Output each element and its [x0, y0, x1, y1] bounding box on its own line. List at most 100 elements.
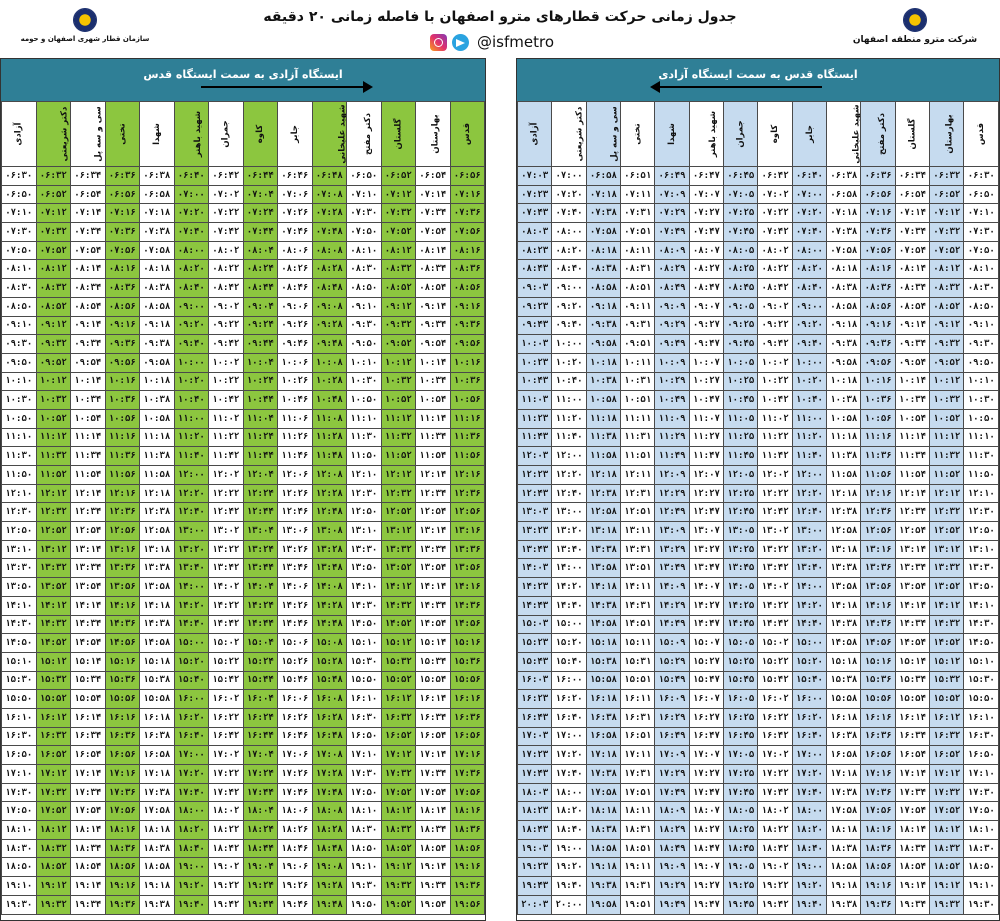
departure-time: ۱۴:۳۴	[70, 614, 106, 635]
departure-time: ۱۶:۳۸	[826, 726, 862, 747]
departure-time: ۱۴:۴۵	[723, 614, 759, 635]
station-name: جمران	[735, 120, 746, 148]
departure-time: ۰۶:۳۰	[1, 166, 37, 186]
departure-time: ۱۴:۲۶	[277, 595, 313, 616]
table-row: ۱۶:۵۰ ۱۶:۵۲ ۱۶:۵۴ ۱۶:۵۶ ۱۶:۵۸ ۱۷:۰۰ ۱۷:۰۲ ۱۷:۰۴…	[1, 745, 485, 765]
departure-time: ۱۴:۵۸	[139, 633, 175, 653]
departure-time: ۱۸:۰۲	[208, 801, 244, 822]
departure-time: ۰۸:۳۸	[139, 278, 175, 298]
departure-time: ۱۸:۲۶	[277, 820, 313, 840]
departure-time: ۰۹:۲۶	[277, 315, 313, 336]
departure-time: ۱۹:۱۱	[620, 857, 656, 878]
table-row: ۱۳:۵۰ ۱۳:۵۲ ۱۳:۵۴ ۱۳:۵۶ ۱۳:۵۸ ۱۴:۰۰ ۱۴:۰۲ ۱۴:۰۴…	[1, 577, 485, 597]
departure-time: ۱۸:۰۰	[791, 801, 828, 822]
departure-time: ۱۴:۰۶	[277, 577, 313, 597]
departure-time: ۱۶:۱۶	[104, 707, 140, 728]
departure-time: ۱۲:۵۸	[826, 521, 862, 541]
timetable: آزادی دکتر شریعتی سی و سه پل تختی شهدا شهید ب…	[517, 101, 999, 915]
departure-time: ۱۹:۴۵	[723, 894, 759, 915]
departure-time: ۱۰:۰۲	[757, 352, 793, 373]
station-header: بهارستان	[415, 101, 451, 167]
departure-time: ۱۸:۴۷	[688, 838, 725, 859]
station-header: قدس	[963, 101, 999, 167]
departure-time: ۱۷:۲۴	[242, 764, 278, 784]
departure-time: ۱۰:۲۷	[688, 371, 725, 392]
departure-time: ۱۲:۳۸	[826, 502, 862, 523]
departure-time: ۱۵:۰۳	[517, 614, 553, 635]
departure-time: ۰۶:۵۰	[346, 166, 382, 186]
social-handle[interactable]: @isfmetro	[477, 33, 554, 51]
departure-time: ۱۴:۵۲	[35, 633, 71, 653]
departure-time: ۱۷:۵۲	[380, 782, 416, 803]
departure-time: ۱۰:۱۱	[620, 352, 656, 373]
departure-time: ۰۸:۲۴	[242, 259, 278, 280]
departure-time: ۰۶:۴۲	[208, 166, 244, 186]
departure-time: ۱۳:۵۸	[826, 577, 862, 597]
departure-time: ۱۳:۳۶	[104, 558, 140, 579]
departure-time: ۱۲:۲۴	[242, 483, 278, 504]
departure-time: ۰۸:۱۰	[1, 259, 37, 280]
departure-time: ۱۱:۱۱	[620, 408, 656, 429]
departure-time: ۱۳:۴۰	[551, 539, 587, 560]
departure-time: ۱۵:۱۶	[104, 651, 140, 672]
departure-time: ۱۴:۳۶	[449, 595, 485, 616]
departure-time: ۰۸:۵۴	[70, 296, 106, 317]
departure-time: ۱۵:۴۰	[551, 651, 587, 672]
departure-time: ۱۷:۳۴	[894, 782, 931, 803]
departure-time: ۱۸:۰۰	[173, 801, 209, 822]
table-row: ۰۶:۵۰ ۰۶:۵۲ ۰۶:۵۴ ۰۶:۵۶ ۰۶:۵۸ ۰۷:۰۰ ۰۷:۰۲ ۰۷:۰۴…	[1, 184, 485, 205]
departure-time: ۱۵:۳۰	[346, 651, 382, 672]
departure-time: ۱۴:۰۰	[791, 577, 828, 597]
departure-time: ۱۱:۱۶	[104, 427, 140, 448]
table-row: ۱۴:۲۳ ۱۴:۲۰ ۱۴:۱۸ ۱۴:۱۱ ۱۴:۰۹ ۱۴:۰۷ ۱۴:۰۵ ۱۴:۰۲…	[517, 577, 999, 597]
departure-time: ۱۱:۲۶	[277, 427, 313, 448]
departure-time: ۰۶:۴۵	[723, 166, 759, 186]
table-row: ۱۴:۴۳ ۱۴:۴۰ ۱۴:۳۸ ۱۴:۳۱ ۱۴:۲۹ ۱۴:۲۷ ۱۴:۲۵ ۱۴:۲۲…	[517, 595, 999, 616]
departure-time: ۱۷:۵۶	[860, 801, 896, 822]
departure-time: ۰۷:۴۰	[551, 203, 587, 224]
departure-time: ۱۷:۱۶	[104, 764, 140, 784]
departure-time: ۱۳:۴۳	[517, 539, 553, 560]
departure-time: ۱۸:۴۸	[311, 838, 347, 859]
departure-time: ۱۹:۳۶	[860, 894, 896, 915]
departure-time: ۱۴:۳۶	[104, 614, 140, 635]
departure-time: ۱۳:۳۰	[963, 558, 999, 579]
departure-time: ۰۹:۰۹	[654, 296, 690, 317]
departure-time: ۱۵:۰۴	[242, 633, 278, 653]
station-name: قدس	[462, 122, 473, 146]
station-header: کاوه	[757, 101, 793, 167]
departure-time: ۰۷:۳۶	[860, 222, 896, 242]
departure-time: ۱۸:۳۶	[449, 820, 485, 840]
departure-time: ۰۸:۲۰	[173, 259, 209, 280]
departure-time: ۱۰:۲۲	[757, 371, 793, 392]
departure-time: ۱۹:۴۶	[277, 894, 313, 915]
departure-time: ۱۹:۱۶	[860, 876, 896, 896]
table-row: ۰۷:۰۳ ۰۷:۰۰ ۰۶:۵۸ ۰۶:۵۱ ۰۶:۴۹ ۰۶:۴۷ ۰۶:۴۵ ۰۶:۴۲…	[517, 166, 999, 186]
instagram-icon[interactable]	[430, 33, 447, 51]
departure-time: ۰۷:۲۵	[723, 203, 759, 224]
departure-time: ۰۷:۴۲	[757, 222, 793, 242]
departure-time: ۰۷:۳۰	[1, 222, 37, 242]
departure-time: ۱۰:۰۷	[688, 352, 725, 373]
departure-time: ۱۸:۱۰	[346, 801, 382, 822]
departure-time: ۱۳:۳۶	[449, 539, 485, 560]
departure-time: ۱۲:۱۶	[449, 465, 485, 485]
departure-time: ۱۷:۰۰	[791, 745, 828, 765]
departure-time: ۱۲:۴۸	[311, 502, 347, 523]
departure-time: ۱۲:۱۲	[929, 483, 965, 504]
table-row: ۱۰:۵۰ ۱۰:۵۲ ۱۰:۵۴ ۱۰:۵۶ ۱۰:۵۸ ۱۱:۰۰ ۱۱:۰۲ ۱۱:۰۴…	[1, 408, 485, 429]
departure-time: ۱۴:۴۷	[688, 614, 725, 635]
departure-time: ۱۲:۳۶	[449, 483, 485, 504]
departure-time: ۰۶:۳۲	[35, 166, 71, 186]
departure-time: ۱۵:۰۶	[277, 633, 313, 653]
departure-time: ۱۶:۵۴	[70, 745, 106, 765]
departure-time: ۱۴:۳۶	[860, 614, 896, 635]
departure-time: ۰۸:۴۲	[208, 278, 244, 298]
departure-time: ۰۷:۵۶	[449, 222, 485, 242]
departure-time: ۱۶:۱۲	[380, 689, 416, 709]
departure-time: ۰۸:۰۳	[517, 222, 553, 242]
departure-time: ۰۸:۲۶	[277, 259, 313, 280]
departure-time: ۱۶:۳۰	[963, 726, 999, 747]
telegram-icon[interactable]	[452, 33, 469, 51]
departure-time: ۱۳:۵۶	[860, 577, 896, 597]
